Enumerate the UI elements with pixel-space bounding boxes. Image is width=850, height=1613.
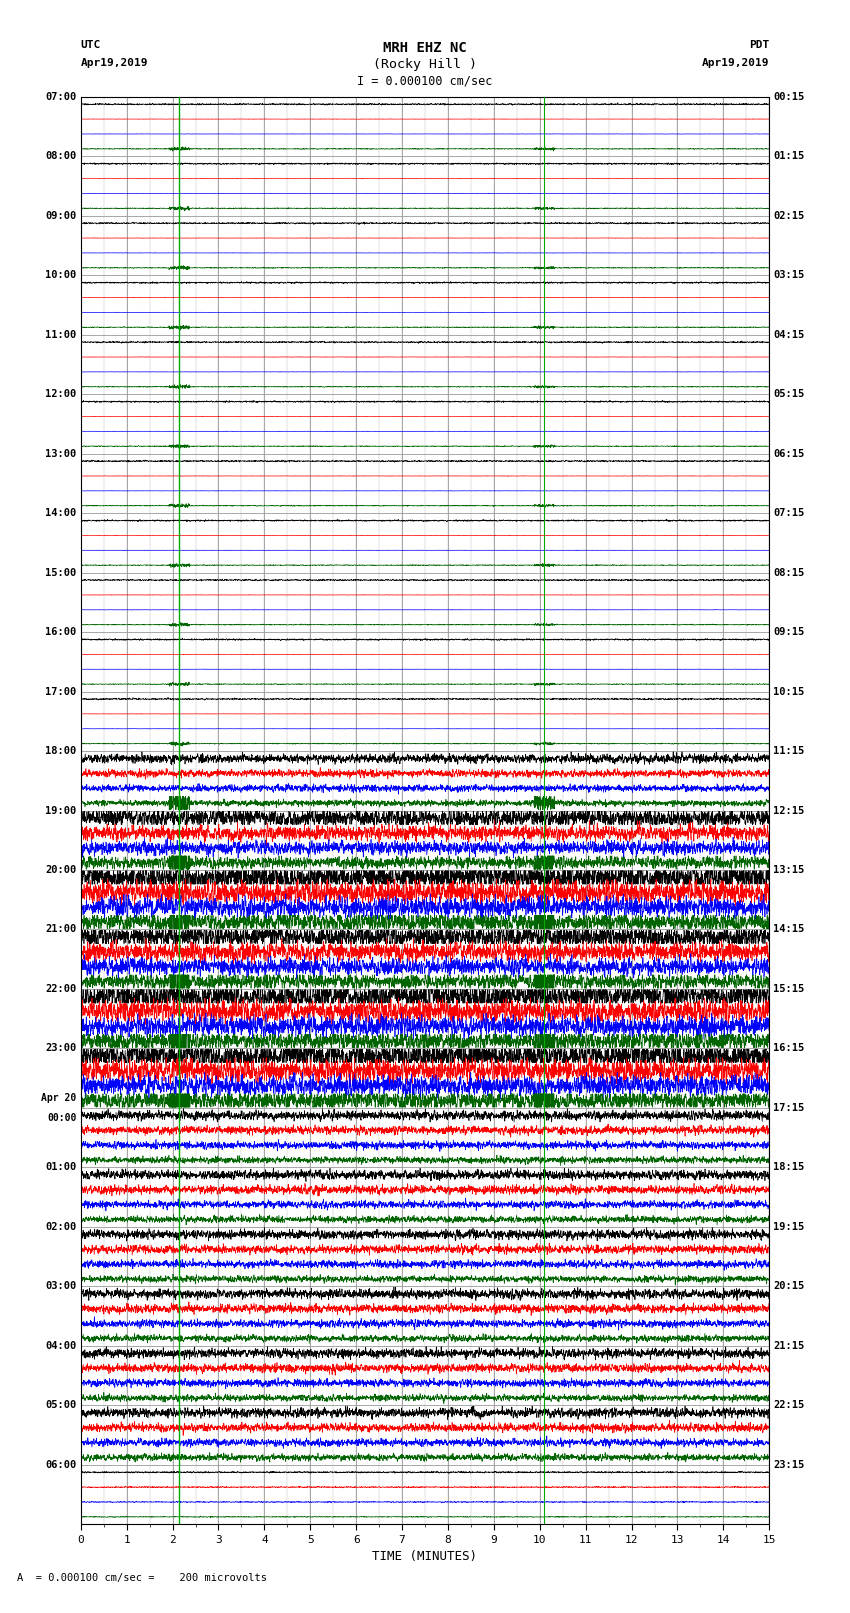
Text: 04:00: 04:00 bbox=[45, 1340, 76, 1350]
Text: 04:15: 04:15 bbox=[774, 329, 805, 340]
Text: Apr19,2019: Apr19,2019 bbox=[702, 58, 769, 68]
Text: 09:15: 09:15 bbox=[774, 627, 805, 637]
Text: I = 0.000100 cm/sec: I = 0.000100 cm/sec bbox=[357, 74, 493, 87]
Text: 18:15: 18:15 bbox=[774, 1163, 805, 1173]
Text: 03:15: 03:15 bbox=[774, 271, 805, 281]
Text: (Rocky Hill ): (Rocky Hill ) bbox=[373, 58, 477, 71]
Text: 05:00: 05:00 bbox=[45, 1400, 76, 1410]
Text: 14:00: 14:00 bbox=[45, 508, 76, 518]
Text: 05:15: 05:15 bbox=[774, 389, 805, 398]
Text: 06:15: 06:15 bbox=[774, 448, 805, 458]
Text: 10:15: 10:15 bbox=[774, 687, 805, 697]
Text: 12:00: 12:00 bbox=[45, 389, 76, 398]
Text: 19:15: 19:15 bbox=[774, 1223, 805, 1232]
Text: 15:00: 15:00 bbox=[45, 568, 76, 577]
X-axis label: TIME (MINUTES): TIME (MINUTES) bbox=[372, 1550, 478, 1563]
Text: 01:15: 01:15 bbox=[774, 152, 805, 161]
Text: Apr 20: Apr 20 bbox=[42, 1094, 76, 1103]
Text: 16:15: 16:15 bbox=[774, 1044, 805, 1053]
Text: 07:15: 07:15 bbox=[774, 508, 805, 518]
Text: 13:15: 13:15 bbox=[774, 865, 805, 874]
Text: 08:15: 08:15 bbox=[774, 568, 805, 577]
Text: 11:00: 11:00 bbox=[45, 329, 76, 340]
Text: UTC: UTC bbox=[81, 40, 101, 50]
Text: 10:00: 10:00 bbox=[45, 271, 76, 281]
Text: MRH EHZ NC: MRH EHZ NC bbox=[383, 42, 467, 55]
Text: 09:00: 09:00 bbox=[45, 211, 76, 221]
Text: 12:15: 12:15 bbox=[774, 805, 805, 816]
Text: 00:00: 00:00 bbox=[47, 1113, 76, 1123]
Text: 01:00: 01:00 bbox=[45, 1163, 76, 1173]
Text: 18:00: 18:00 bbox=[45, 747, 76, 756]
Text: 17:00: 17:00 bbox=[45, 687, 76, 697]
Text: 21:00: 21:00 bbox=[45, 924, 76, 934]
Text: 13:00: 13:00 bbox=[45, 448, 76, 458]
Text: 03:00: 03:00 bbox=[45, 1281, 76, 1292]
Text: 23:15: 23:15 bbox=[774, 1460, 805, 1469]
Text: 14:15: 14:15 bbox=[774, 924, 805, 934]
Text: 06:00: 06:00 bbox=[45, 1460, 76, 1469]
Text: 17:15: 17:15 bbox=[774, 1103, 805, 1113]
Text: 22:15: 22:15 bbox=[774, 1400, 805, 1410]
Text: 23:00: 23:00 bbox=[45, 1044, 76, 1053]
Text: A  = 0.000100 cm/sec =    200 microvolts: A = 0.000100 cm/sec = 200 microvolts bbox=[17, 1573, 267, 1582]
Text: 08:00: 08:00 bbox=[45, 152, 76, 161]
Text: 20:00: 20:00 bbox=[45, 865, 76, 874]
Text: 11:15: 11:15 bbox=[774, 747, 805, 756]
Text: 22:00: 22:00 bbox=[45, 984, 76, 994]
Text: 20:15: 20:15 bbox=[774, 1281, 805, 1292]
Text: 02:15: 02:15 bbox=[774, 211, 805, 221]
Text: 19:00: 19:00 bbox=[45, 805, 76, 816]
Text: 02:00: 02:00 bbox=[45, 1223, 76, 1232]
Text: Apr19,2019: Apr19,2019 bbox=[81, 58, 148, 68]
Text: PDT: PDT bbox=[749, 40, 769, 50]
Text: 07:00: 07:00 bbox=[45, 92, 76, 102]
Text: 15:15: 15:15 bbox=[774, 984, 805, 994]
Text: 21:15: 21:15 bbox=[774, 1340, 805, 1350]
Text: 16:00: 16:00 bbox=[45, 627, 76, 637]
Text: 00:15: 00:15 bbox=[774, 92, 805, 102]
